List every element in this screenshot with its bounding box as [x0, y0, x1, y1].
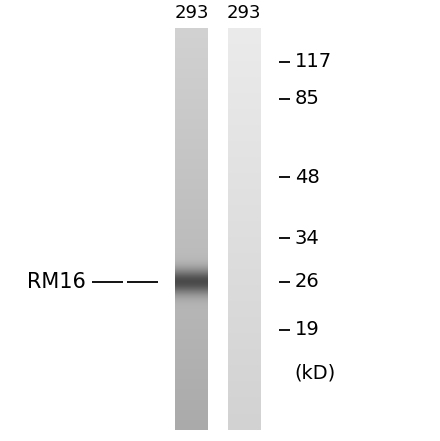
Text: (kD): (kD): [295, 364, 336, 383]
Text: 19: 19: [295, 320, 319, 339]
Text: 48: 48: [295, 168, 319, 187]
Text: RM16: RM16: [27, 272, 86, 292]
Text: 26: 26: [295, 273, 319, 292]
Text: 85: 85: [295, 90, 320, 108]
Text: 293: 293: [174, 4, 209, 22]
Text: 34: 34: [295, 229, 319, 248]
Text: 117: 117: [295, 52, 332, 71]
Text: 293: 293: [227, 4, 261, 22]
